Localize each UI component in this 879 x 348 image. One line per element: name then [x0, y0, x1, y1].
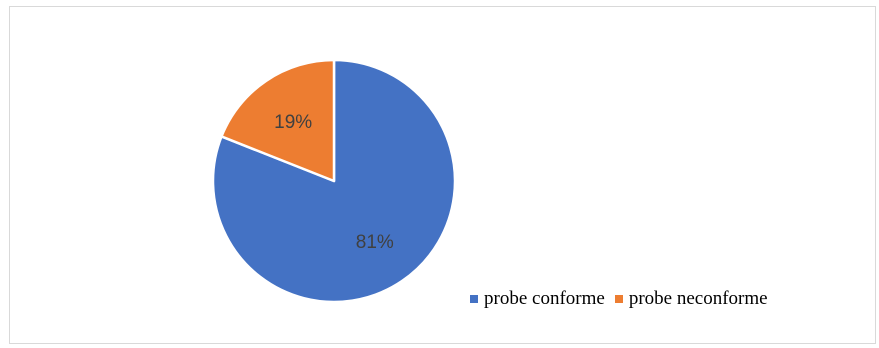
legend: probe conforme probe neconforme: [470, 288, 768, 310]
legend-item-conforme: probe conforme: [470, 288, 605, 310]
legend-label-conforme: probe conforme: [484, 288, 605, 310]
legend-item-neconforme: probe neconforme: [615, 288, 768, 310]
data-label-conforme: 81%: [356, 232, 394, 253]
legend-label-neconforme: probe neconforme: [629, 288, 768, 310]
data-label-neconforme: 19%: [274, 112, 312, 133]
legend-swatch-neconforme: [615, 295, 623, 303]
legend-swatch-conforme: [470, 295, 478, 303]
